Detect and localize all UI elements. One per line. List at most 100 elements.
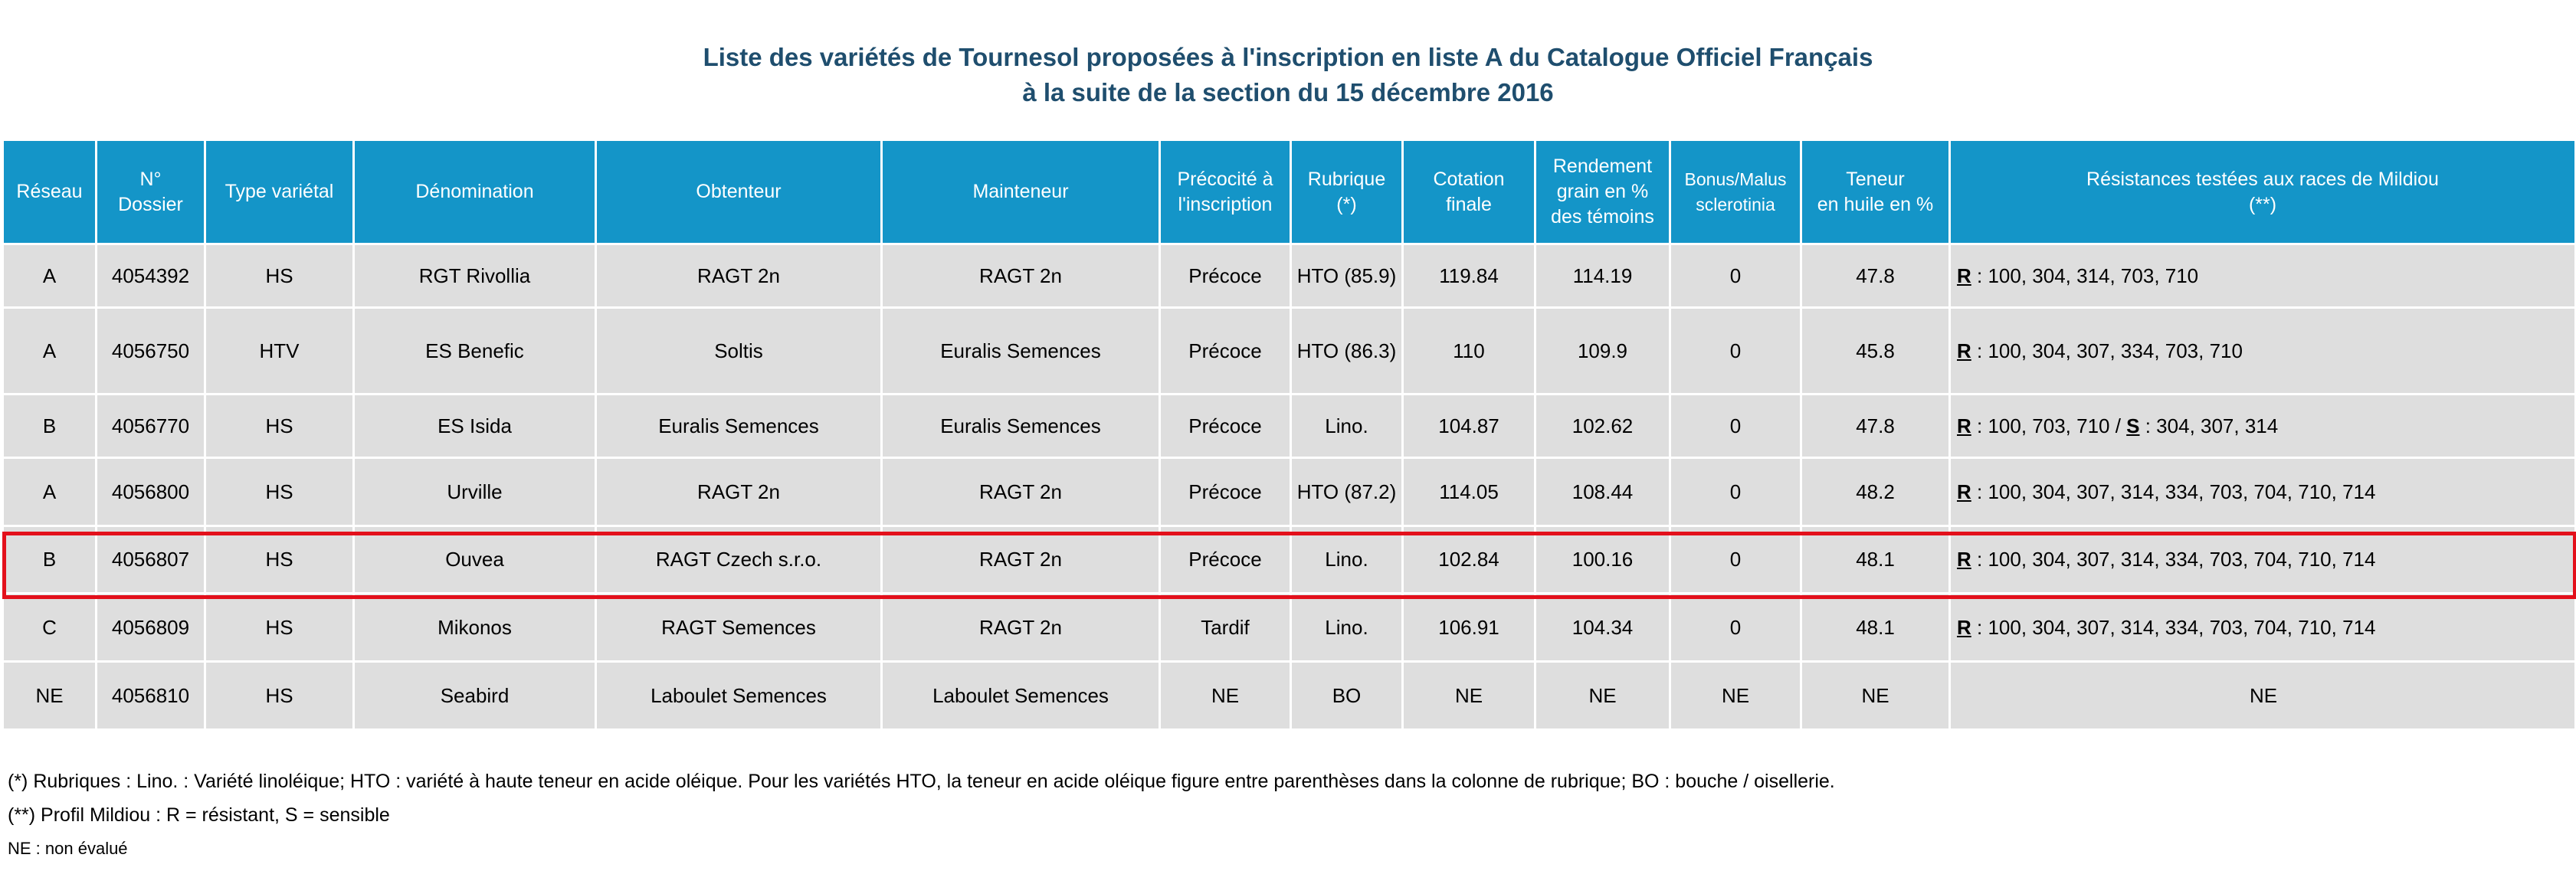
header-bonus-malus: Bonus/Malus sclerotinia — [1669, 139, 1802, 245]
r-text: : 100, 304, 307, 314, 334, 703, 704, 710… — [1971, 615, 2376, 639]
cell-mainteneur: RAGT 2n — [880, 592, 1161, 663]
cell-rubrique: HTO (85.9) — [1290, 243, 1404, 309]
header-mainteneur: Mainteneur — [880, 139, 1161, 245]
table-row: C 4056809 HS Mikonos RAGT Semences RAGT 2n Tar… — [2, 592, 2576, 663]
cell-denomination: Ouvea — [352, 525, 597, 594]
cell-precocite: Précoce — [1159, 306, 1292, 395]
cell-type: HS — [204, 457, 355, 527]
cell-denomination: ES Isida — [352, 393, 597, 459]
cell-mainteneur: Euralis Semences — [880, 306, 1161, 395]
cell-cotation: 114.05 — [1401, 457, 1536, 527]
cell-rendement: 104.34 — [1534, 592, 1671, 663]
r-text: : 100, 304, 307, 334, 703, 710 — [1971, 339, 2243, 362]
cell-rubrique: BO — [1290, 660, 1404, 731]
cell-rendement: 100.16 — [1534, 525, 1671, 594]
cell-reseau: B — [2, 393, 97, 459]
r-label: R — [1957, 264, 1971, 287]
cell-cotation: 102.84 — [1401, 525, 1536, 594]
r-text: : 100, 304, 307, 314, 334, 703, 704, 710… — [1971, 548, 2376, 571]
cell-dossier: 4056810 — [95, 660, 206, 731]
cell-resistances: R : 100, 304, 314, 703, 710 — [1948, 243, 2576, 309]
cell-bonus: 0 — [1669, 457, 1802, 527]
cell-rubrique: Lino. — [1290, 525, 1404, 594]
footnotes: (*) Rubriques : Lino. : Variété linoléiq… — [8, 764, 1835, 866]
header-obtenteur: Obtenteur — [595, 139, 883, 245]
r-text: : 100, 304, 314, 703, 710 — [1971, 264, 2199, 287]
cell-mainteneur: Euralis Semences — [880, 393, 1161, 459]
cell-resistances: R : 100, 304, 307, 334, 703, 710 — [1948, 306, 2576, 395]
header-precocite: Précocité à l'inscription — [1159, 139, 1292, 245]
header-resistances: Résistances testées aux races de Mildiou… — [1948, 139, 2576, 245]
cell-bonus: 0 — [1669, 306, 1802, 395]
cell-cotation: 110 — [1401, 306, 1536, 395]
cell-bonus: 0 — [1669, 592, 1802, 663]
cell-rendement: 109.9 — [1534, 306, 1671, 395]
cell-dossier: 4056807 — [95, 525, 206, 594]
cell-type: HS — [204, 660, 355, 731]
footnote-profil-mildiou: (**) Profil Mildiou : R = résistant, S =… — [8, 804, 390, 826]
header-dossier: N° Dossier — [95, 139, 206, 245]
cell-rendement: 102.62 — [1534, 393, 1671, 459]
cell-mainteneur: Laboulet Semences — [880, 660, 1161, 731]
footnote-ne: NE : non évalué — [8, 839, 128, 858]
cell-teneur: 47.8 — [1800, 243, 1951, 309]
cell-mainteneur: RAGT 2n — [880, 243, 1161, 309]
cell-rubrique: HTO (87.2) — [1290, 457, 1404, 527]
r-label: R — [1957, 615, 1971, 639]
cell-cotation: 104.87 — [1401, 393, 1536, 459]
title-line-2: à la suite de la section du 15 décembre … — [1022, 78, 1554, 106]
cell-denomination: RGT Rivollia — [352, 243, 597, 309]
table-header-row: Réseau N° Dossier Type variétal Dénominat… — [2, 139, 2576, 245]
cell-bonus: 0 — [1669, 393, 1802, 459]
r-label: R — [1957, 480, 1971, 503]
cell-precocite: Précoce — [1159, 393, 1292, 459]
cell-denomination: ES Benefic — [352, 306, 597, 395]
cell-rendement: 114.19 — [1534, 243, 1671, 309]
cell-teneur: 48.2 — [1800, 457, 1951, 527]
cell-teneur: 45.8 — [1800, 306, 1951, 395]
cell-obtenteur: Euralis Semences — [595, 393, 883, 459]
document-title: Liste des variétés de Tournesol proposée… — [0, 40, 2576, 110]
cell-dossier: 4056770 — [95, 393, 206, 459]
header-rubrique: Rubrique (*) — [1290, 139, 1404, 245]
r-text: : 100, 304, 307, 314, 334, 703, 704, 710… — [1971, 480, 2376, 503]
s-text: : 304, 307, 314 — [2139, 414, 2279, 437]
cell-reseau: A — [2, 306, 97, 395]
table-row: A 4056800 HS Urville RAGT 2n RAGT 2n Précoce HT… — [2, 457, 2576, 527]
cell-obtenteur: RAGT 2n — [595, 243, 883, 309]
cell-precocite: Précoce — [1159, 525, 1292, 594]
cell-obtenteur: Soltis — [595, 306, 883, 395]
table-row: B 4056770 HS ES Isida Euralis Semences Eurali… — [2, 393, 2576, 459]
cell-reseau: A — [2, 457, 97, 527]
cell-dossier: 4056800 — [95, 457, 206, 527]
cell-cotation: 119.84 — [1401, 243, 1536, 309]
s-label: S — [2126, 414, 2140, 437]
cell-reseau: NE — [2, 660, 97, 731]
cell-resistances: R : 100, 703, 710 / S : 304, 307, 314 — [1948, 393, 2576, 459]
table-row: B 4056807 HS Ouvea RAGT Czech s.r.o. RAGT 2n P… — [2, 525, 2576, 594]
cell-reseau: B — [2, 525, 97, 594]
cell-bonus: NE — [1669, 660, 1802, 731]
cell-obtenteur: RAGT 2n — [595, 457, 883, 527]
cell-precocite: NE — [1159, 660, 1292, 731]
cell-reseau: C — [2, 592, 97, 663]
cell-dossier: 4054392 — [95, 243, 206, 309]
cell-dossier: 4056809 — [95, 592, 206, 663]
cell-cotation: NE — [1401, 660, 1536, 731]
cell-teneur: NE — [1800, 660, 1951, 731]
cell-rubrique: HTO (86.3) — [1290, 306, 1404, 395]
cell-resistances: R : 100, 304, 307, 314, 334, 703, 704, 7… — [1948, 525, 2576, 594]
cell-resistances: NE — [1948, 660, 2576, 731]
cell-bonus: 0 — [1669, 243, 1802, 309]
cell-teneur: 47.8 — [1800, 393, 1951, 459]
cell-mainteneur: RAGT 2n — [880, 457, 1161, 527]
r-label: R — [1957, 339, 1971, 362]
cell-rendement: NE — [1534, 660, 1671, 731]
table-row: NE 4056810 HS Seabird Laboulet Semences Labou… — [2, 660, 2576, 731]
cell-type: HS — [204, 592, 355, 663]
cell-dossier: 4056750 — [95, 306, 206, 395]
header-type: Type variétal — [204, 139, 355, 245]
cell-obtenteur: RAGT Czech s.r.o. — [595, 525, 883, 594]
varieties-table: Réseau N° Dossier Type variétal Dénominat… — [2, 139, 2576, 731]
cell-obtenteur: Laboulet Semences — [595, 660, 883, 731]
